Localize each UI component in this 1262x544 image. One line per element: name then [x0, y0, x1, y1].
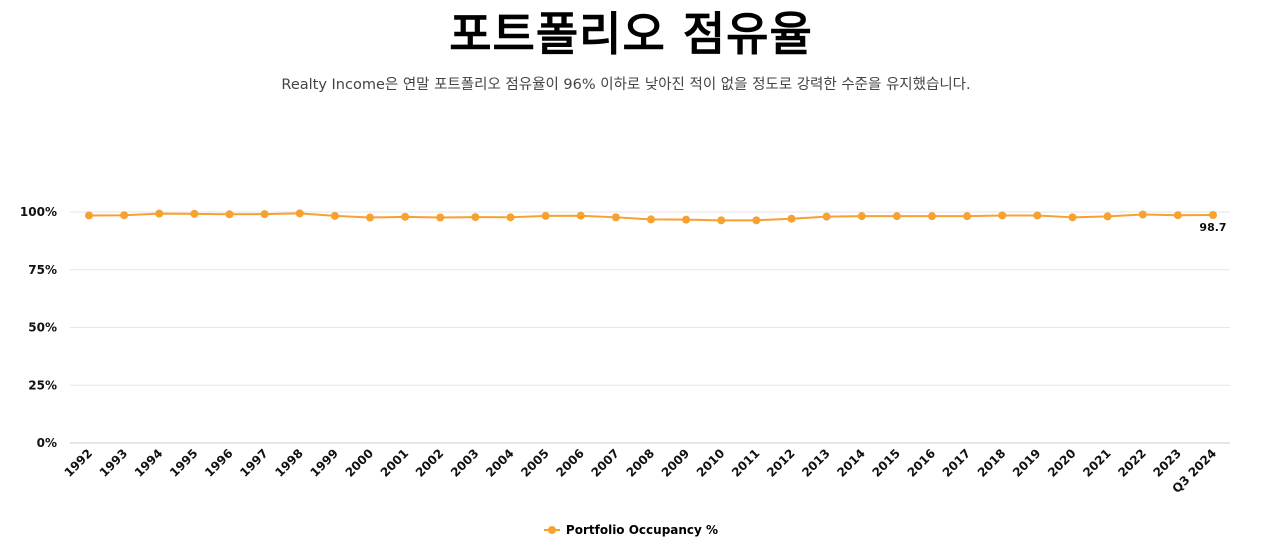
- data-point[interactable]: [436, 213, 445, 222]
- x-axis-ticks: 1992 1993 1994 1995 1996 1997 1998 1999 2000 2001…: [62, 446, 1220, 496]
- x-tick-label: 2002: [413, 446, 447, 480]
- data-point[interactable]: [1103, 212, 1112, 221]
- data-point[interactable]: [998, 211, 1007, 220]
- data-point[interactable]: [611, 213, 620, 222]
- x-tick-label: 2019: [1010, 446, 1044, 480]
- data-point[interactable]: [1173, 211, 1182, 220]
- x-tick-label: 1998: [272, 446, 306, 480]
- x-tick-label: 1992: [62, 446, 96, 480]
- series-occupancy[interactable]: [85, 209, 1217, 225]
- x-tick-label: 2009: [659, 446, 693, 480]
- data-point[interactable]: [366, 213, 374, 222]
- x-tick-label: 1993: [97, 446, 131, 480]
- data-point[interactable]: [190, 209, 199, 218]
- data-point[interactable]: [225, 210, 234, 219]
- data-point[interactable]: [1138, 210, 1147, 219]
- x-tick-label: 2023: [1150, 446, 1184, 480]
- x-tick-label: 2018: [975, 446, 1009, 480]
- x-tick-label: 2008: [624, 446, 658, 480]
- legend: Portfolio Occupancy %: [0, 520, 1262, 541]
- data-point[interactable]: [260, 210, 269, 219]
- data-point[interactable]: [1068, 213, 1077, 222]
- y-tick-label: 0%: [37, 436, 57, 450]
- chart-subtitle: Realty Income은 연말 포트폴리오 점유율이 96% 이하로 낮아진…: [281, 77, 971, 93]
- data-point[interactable]: [787, 214, 796, 223]
- data-point[interactable]: [928, 212, 936, 221]
- data-labels: 98.7: [1199, 221, 1226, 234]
- x-tick-label: 2021: [1080, 446, 1114, 480]
- data-point[interactable]: [330, 211, 339, 220]
- data-point[interactable]: [85, 211, 93, 220]
- data-point[interactable]: [682, 215, 691, 224]
- legend-marker-icon: [543, 525, 560, 535]
- gridlines: [70, 211, 1230, 444]
- data-point[interactable]: [752, 216, 761, 225]
- chart-title: 포트폴리오 점유율: [449, 7, 813, 61]
- data-point[interactable]: [541, 211, 550, 220]
- data-point[interactable]: [822, 212, 831, 221]
- x-tick-label: 2011: [729, 446, 763, 480]
- data-point[interactable]: [1209, 211, 1217, 220]
- legend-label: Portfolio Occupancy %: [565, 523, 719, 537]
- data-point[interactable]: [1033, 211, 1042, 220]
- data-point[interactable]: [647, 215, 655, 224]
- x-tick-label: 1995: [167, 446, 201, 480]
- data-point[interactable]: [857, 212, 866, 221]
- y-tick-label: 100%: [20, 205, 57, 219]
- data-point[interactable]: [892, 212, 901, 221]
- data-point[interactable]: [963, 212, 972, 221]
- data-point[interactable]: [576, 211, 585, 220]
- data-label: 98.7: [1199, 221, 1226, 234]
- y-tick-label: 25%: [28, 378, 57, 392]
- x-tick-label: 2006: [553, 446, 587, 480]
- x-tick-label: 1994: [132, 446, 166, 480]
- data-point[interactable]: [471, 213, 480, 222]
- x-tick-label: 1999: [307, 446, 341, 480]
- y-axis-ticks: 0% 25% 50% 75% 100%: [20, 205, 57, 450]
- x-tick-label: 2015: [869, 446, 903, 480]
- x-tick-label: 1997: [237, 446, 271, 480]
- x-tick-label: 2005: [518, 446, 552, 480]
- data-point[interactable]: [295, 209, 304, 218]
- legend-item-occupancy[interactable]: Portfolio Occupancy %: [543, 520, 719, 540]
- x-tick-label: 2016: [905, 446, 939, 480]
- x-tick-label: 1996: [202, 446, 236, 480]
- x-tick-label: 2000: [343, 446, 377, 480]
- data-point[interactable]: [401, 212, 410, 221]
- data-point[interactable]: [120, 211, 129, 220]
- x-tick-label: 2001: [378, 446, 412, 480]
- x-tick-label: 2014: [834, 446, 868, 480]
- y-tick-label: 75%: [28, 263, 57, 277]
- x-tick-label: 2010: [694, 446, 728, 480]
- x-tick-label: 2022: [1115, 446, 1149, 480]
- data-point[interactable]: [717, 216, 726, 225]
- data-point[interactable]: [506, 213, 515, 222]
- x-tick-label: 2004: [483, 446, 517, 480]
- x-tick-label: 2017: [940, 446, 974, 480]
- x-tick-label: 2003: [448, 446, 482, 480]
- x-tick-label: 2020: [1045, 446, 1079, 480]
- x-tick-label: 2007: [588, 446, 622, 480]
- y-tick-label: 50%: [28, 321, 57, 335]
- data-point[interactable]: [155, 209, 164, 218]
- x-tick-label: 2013: [799, 446, 833, 480]
- x-tick-label: 2012: [764, 446, 798, 480]
